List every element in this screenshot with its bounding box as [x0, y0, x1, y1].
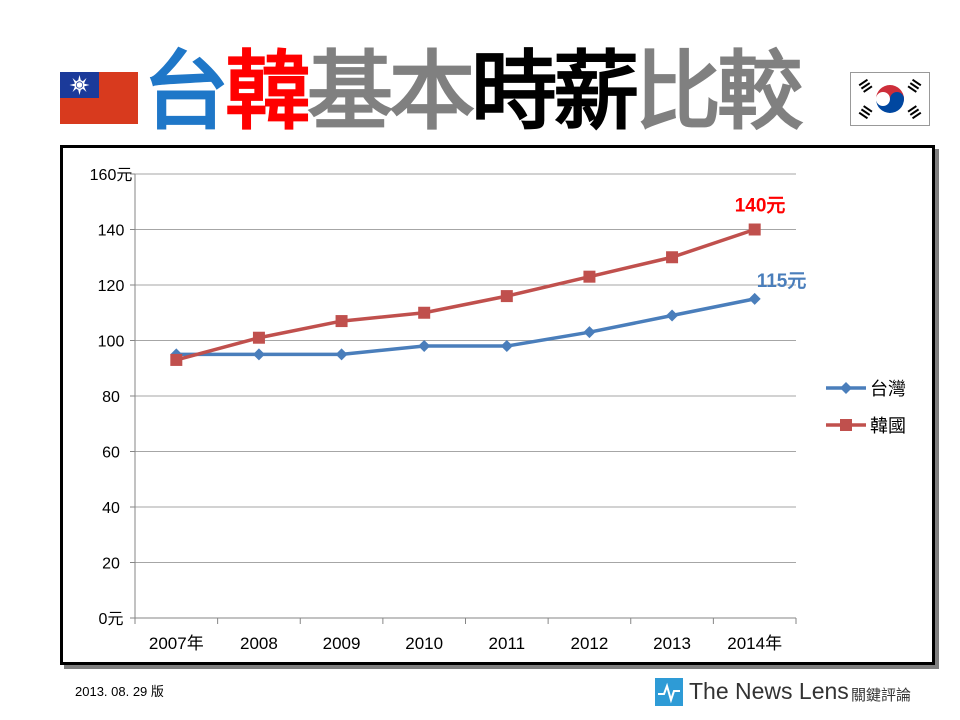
korea-flag-icon — [850, 72, 930, 126]
legend-marker — [840, 382, 852, 394]
x-tick-label: 2012 — [571, 634, 609, 653]
data-point — [583, 326, 596, 339]
title-part-basic: 基本 — [307, 42, 475, 142]
title-part-tai: 台 — [143, 42, 229, 142]
logo-text: The News Lens — [689, 678, 849, 704]
series-line-1 — [176, 297, 756, 357]
line-chart: 0元 20 40 60 80 100 120 140 160元 2007年 2008 2009 2010… — [90, 167, 906, 653]
y-tick-label: 20 — [102, 556, 120, 573]
data-point — [252, 331, 265, 344]
y-tick-label: 100 — [98, 334, 125, 351]
version-date: 2013. 08. 29 版 — [75, 684, 164, 699]
chart-frame: 0元 20 40 60 80 100 120 140 160元 2007年 2008 2009 2010… — [60, 145, 935, 665]
legend-label: 台灣 — [870, 379, 906, 400]
data-point — [335, 315, 348, 328]
y-tick-label: 0元 — [99, 611, 124, 628]
data-label: 115元 — [757, 271, 807, 292]
data-point — [500, 340, 513, 353]
page-title: 台韓基本時薪比較 — [143, 42, 803, 142]
data-point — [170, 353, 183, 366]
pulse-icon — [655, 678, 683, 706]
y-tick-label: 160元 — [90, 167, 133, 184]
logo-sub: 關鍵評論 — [851, 686, 912, 704]
news-lens-logo[interactable]: The News Lens 關鍵評論 — [655, 676, 925, 710]
data-point — [335, 348, 348, 361]
data-point — [748, 223, 761, 236]
x-tick-label: 2010 — [405, 634, 443, 653]
data-point — [418, 306, 431, 319]
title-row: 台韓基本時薪比較 — [0, 36, 960, 146]
x-tick-label: 2013 — [653, 634, 691, 653]
data-label: 140元 — [735, 196, 786, 217]
legend-marker — [840, 419, 852, 431]
data-point — [583, 270, 596, 283]
y-tick-label: 120 — [98, 278, 125, 295]
y-tick-label: 80 — [102, 389, 120, 406]
taiwan-flag-icon — [60, 72, 138, 124]
x-tick-label: 2007年 — [149, 634, 204, 653]
title-part-hourly: 時薪 — [471, 42, 639, 142]
x-tick-label: 2008 — [240, 634, 278, 653]
data-point — [666, 309, 679, 322]
y-tick-label: 60 — [102, 445, 120, 462]
data-point — [418, 340, 431, 353]
y-tick-label: 40 — [102, 500, 120, 517]
legend-label: 韓國 — [870, 416, 906, 437]
data-point — [666, 251, 679, 264]
y-tick-label: 140 — [98, 223, 125, 240]
series-line-2 — [175, 227, 756, 362]
x-tick-label: 2009 — [323, 634, 361, 653]
title-part-compare: 比較 — [635, 42, 803, 142]
x-tick-label: 2011 — [489, 634, 526, 653]
data-point — [252, 348, 265, 361]
x-tick-label: 2014年 — [727, 634, 782, 653]
data-point — [500, 290, 513, 303]
title-part-han: 韓 — [225, 42, 311, 142]
data-point — [748, 292, 761, 305]
